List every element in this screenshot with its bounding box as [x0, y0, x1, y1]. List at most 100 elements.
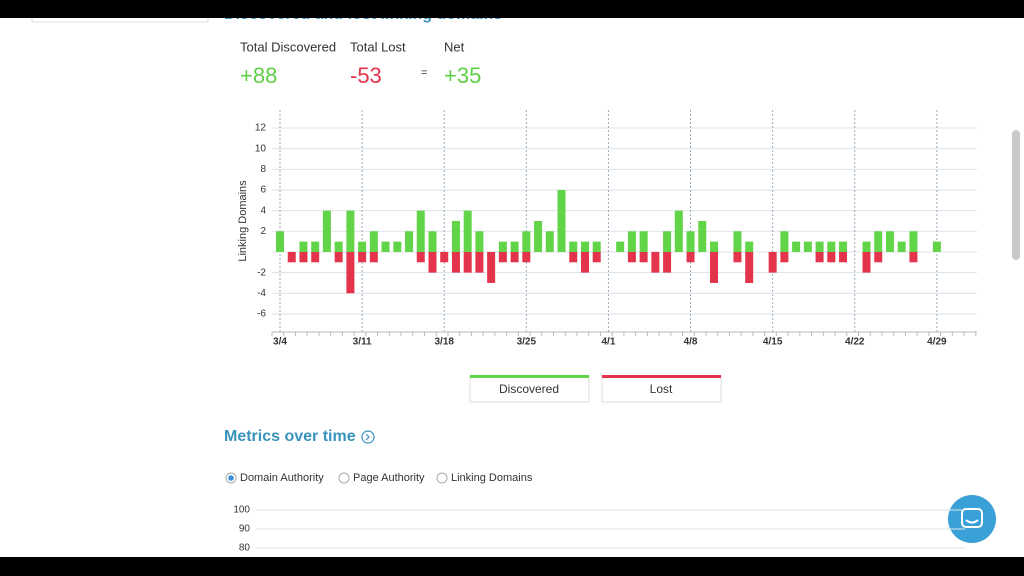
bar [569, 241, 578, 252]
bar [381, 241, 390, 252]
bar [334, 241, 343, 252]
bar [780, 251, 789, 263]
bar [487, 251, 496, 283]
bar [416, 251, 425, 263]
summary-label: Total Lost [350, 39, 406, 54]
bar [580, 241, 589, 252]
x-tick-label: 3/18 [434, 337, 454, 348]
bar [569, 251, 578, 263]
bar [592, 251, 601, 263]
bar [909, 231, 918, 252]
scrollbar[interactable] [1012, 130, 1020, 260]
legend-label[interactable]: Discovered [499, 382, 559, 396]
radio-label: Linking Domains [451, 472, 533, 484]
x-tick-label: 4/1 [601, 337, 615, 348]
bar [815, 251, 824, 263]
legend: Discovered Lost [469, 375, 722, 403]
bar [710, 251, 719, 283]
y-tick-label: 4 [260, 205, 266, 216]
bar [346, 210, 355, 252]
y-tick-label: 8 [260, 164, 266, 175]
bar [463, 251, 472, 273]
bar [510, 241, 519, 252]
bar [311, 251, 320, 263]
bar [428, 251, 437, 273]
bar [451, 251, 460, 273]
summary-label: Net [444, 39, 465, 54]
y-tick-label: 90 [239, 524, 251, 535]
bar [862, 241, 871, 252]
letterbox-bottom [0, 557, 1024, 576]
bar [674, 210, 683, 252]
bar [545, 231, 554, 252]
bar [932, 241, 941, 252]
bar [440, 251, 449, 263]
bar [498, 251, 507, 263]
bar [815, 241, 824, 252]
y-tick-label: 6 [260, 185, 266, 196]
y-tick-label: 10 [255, 143, 267, 154]
bar [322, 210, 331, 252]
bar [792, 241, 801, 252]
bar [616, 241, 625, 252]
y-tick-label: 100 [233, 505, 250, 516]
radio[interactable] [338, 472, 350, 484]
bar [475, 251, 484, 273]
bar [405, 231, 414, 252]
section-title: Metrics over time [224, 428, 356, 445]
bar [287, 251, 296, 263]
y-axis-label: Linking Domains [237, 180, 249, 262]
letterbox-top [0, 0, 1024, 18]
bar [592, 241, 601, 252]
chat-icon [961, 508, 983, 528]
bar [909, 251, 918, 263]
bar [416, 210, 425, 252]
help-icon[interactable] [361, 430, 375, 444]
legend-item[interactable] [469, 375, 590, 403]
bar [733, 231, 742, 252]
x-tick-label: 3/11 [353, 337, 372, 348]
bar [498, 241, 507, 252]
chat-icon-smile [965, 519, 979, 524]
y-tick-label: 2 [260, 226, 266, 237]
y-tick-label: 80 [239, 543, 251, 554]
operator: = [421, 67, 427, 79]
bar [311, 241, 320, 252]
y-tick-label: -6 [257, 309, 266, 320]
bar [428, 231, 437, 252]
bar [346, 251, 355, 294]
bar [451, 220, 460, 252]
bar [627, 251, 636, 263]
bar [745, 251, 754, 283]
bar [522, 231, 531, 252]
bar [710, 241, 719, 252]
bar [745, 241, 754, 252]
radio-label: Domain Authority [240, 472, 324, 484]
summary-value: +35 [444, 63, 481, 88]
bar [627, 231, 636, 252]
radio-label: Page Authority [353, 472, 425, 484]
x-tick-label: 4/8 [684, 337, 698, 348]
bar [839, 241, 848, 252]
bar [839, 251, 848, 263]
bar [827, 251, 836, 263]
chat-button[interactable] [948, 495, 996, 543]
legend-label[interactable]: Lost [650, 382, 673, 396]
bar [580, 251, 589, 273]
help-icon-chevron [365, 433, 370, 441]
bar [510, 251, 519, 263]
summary-value: +88 [240, 63, 277, 88]
bar [663, 231, 672, 252]
radio[interactable] [436, 472, 448, 484]
radio-group: Domain Authority Page Authority Linking Do… [225, 472, 533, 484]
bar [557, 189, 566, 252]
bar [358, 251, 367, 263]
bar [686, 251, 695, 263]
bar [803, 241, 812, 252]
x-tick-label: 4/29 [927, 337, 947, 348]
bar [534, 220, 543, 252]
bar [639, 231, 648, 252]
bar [369, 251, 378, 263]
x-tick-label: 3/4 [273, 337, 287, 348]
